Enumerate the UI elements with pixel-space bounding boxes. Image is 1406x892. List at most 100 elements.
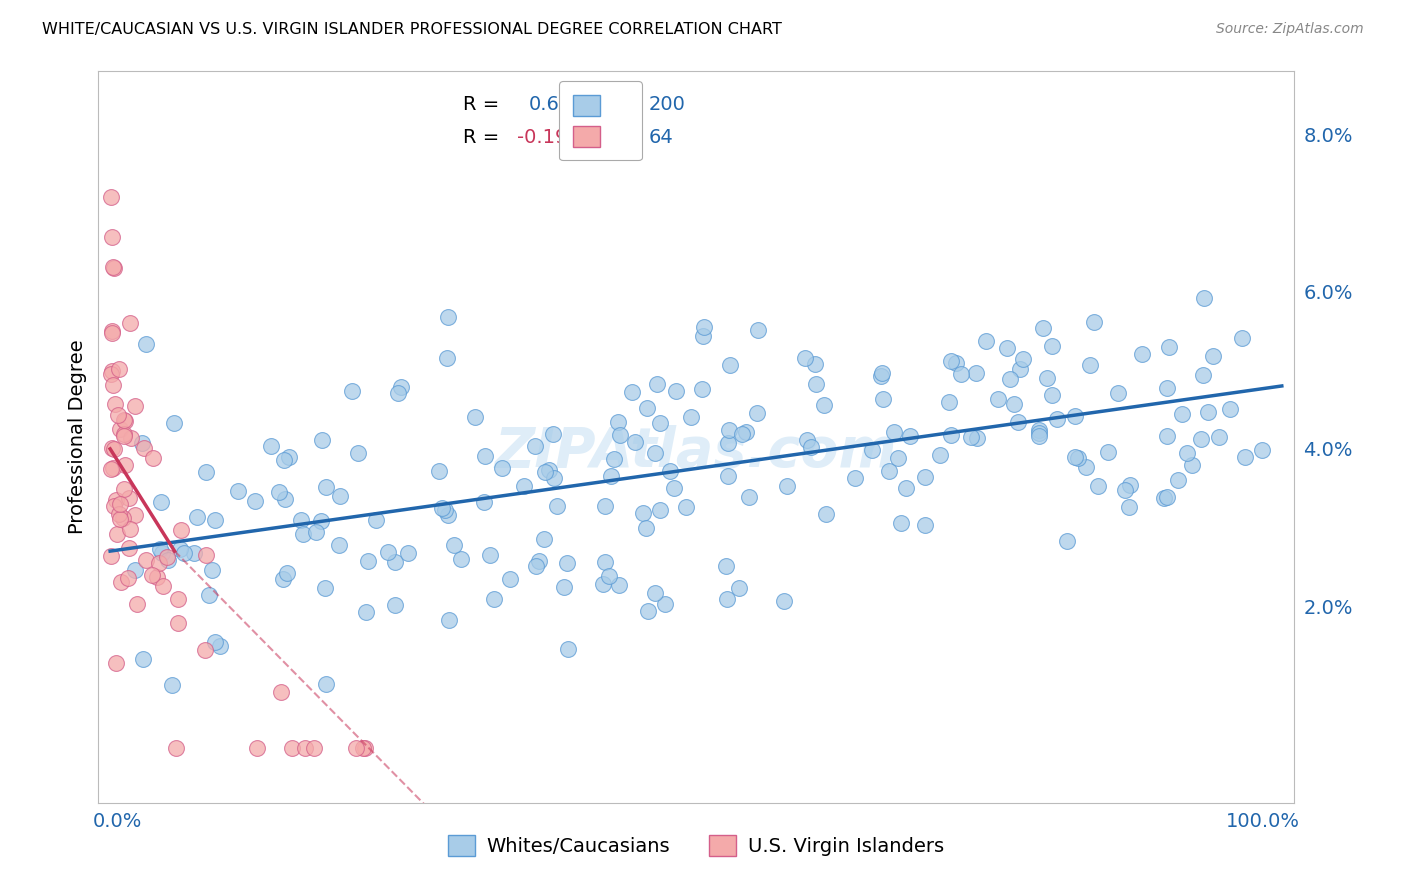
Point [538, 463, 561, 477]
Point [745, 406, 768, 420]
Point [1007, 415, 1029, 429]
Point [108, 422, 131, 436]
Point [124, 508, 146, 523]
Point [100, 367, 122, 381]
Point [108, 361, 131, 376]
Point [464, 409, 486, 424]
Point [631, 506, 654, 520]
Point [127, 597, 149, 611]
Point [1130, 346, 1153, 360]
Point [491, 460, 513, 475]
Point [718, 423, 741, 437]
Text: R =: R = [463, 128, 505, 146]
Point [620, 385, 643, 400]
Point [1191, 368, 1213, 383]
Point [965, 366, 987, 380]
Point [103, 260, 125, 275]
Point [799, 440, 821, 454]
Point [692, 329, 714, 343]
Point [157, 553, 180, 567]
Point [644, 586, 666, 600]
Point [482, 592, 505, 607]
Point [135, 553, 157, 567]
Point [101, 229, 124, 244]
Point [105, 527, 128, 541]
Point [718, 358, 741, 372]
Point [555, 556, 578, 570]
Point [1153, 491, 1175, 505]
Point [914, 517, 936, 532]
Point [204, 513, 226, 527]
Point [167, 616, 190, 631]
Point [270, 684, 292, 698]
Point [1087, 478, 1109, 492]
Point [553, 580, 575, 594]
Point [314, 581, 336, 595]
Text: WHITE/CAUCASIAN VS U.S. VIRGIN ISLANDER PROFESSIONAL DEGREE CORRELATION CHART: WHITE/CAUCASIAN VS U.S. VIRGIN ISLANDER … [42, 22, 782, 37]
Point [938, 395, 960, 409]
Point [533, 532, 555, 546]
Point [637, 603, 659, 617]
Point [966, 431, 988, 445]
Point [624, 435, 647, 450]
Point [107, 408, 129, 422]
Point [149, 542, 172, 557]
Point [274, 492, 297, 507]
Text: N =: N = [589, 128, 644, 146]
Point [163, 416, 186, 430]
Point [862, 442, 884, 457]
Point [1118, 500, 1140, 514]
Point [396, 546, 419, 560]
Point [1189, 432, 1212, 446]
Point [100, 549, 122, 563]
Point [869, 369, 891, 384]
Point [364, 513, 387, 527]
Point [194, 642, 217, 657]
Point [1156, 490, 1178, 504]
Point [342, 384, 364, 398]
Point [169, 523, 191, 537]
Point [101, 461, 124, 475]
Point [890, 516, 912, 530]
Point [228, 484, 250, 499]
Point [813, 398, 835, 412]
Point [887, 451, 910, 466]
Point [883, 425, 905, 440]
Point [1083, 315, 1105, 329]
Point [479, 548, 502, 562]
Point [1063, 450, 1085, 464]
Point [112, 426, 135, 441]
Point [124, 563, 146, 577]
Point [186, 510, 208, 524]
Point [1028, 429, 1050, 443]
Point [100, 190, 122, 204]
Point [101, 326, 124, 341]
Point [815, 508, 838, 522]
Point [135, 336, 157, 351]
Point [104, 492, 127, 507]
Point [304, 524, 326, 539]
Point [1064, 409, 1087, 423]
Point [104, 397, 127, 411]
Point [717, 469, 740, 483]
Point [593, 499, 616, 513]
Point [352, 740, 374, 755]
Point [302, 740, 325, 755]
Point [1074, 459, 1097, 474]
Text: 200: 200 [648, 95, 685, 114]
Point [344, 740, 367, 755]
Point [156, 549, 179, 564]
Point [1157, 340, 1180, 354]
Point [945, 355, 967, 369]
Point [356, 605, 378, 619]
Point [1008, 362, 1031, 376]
Point [659, 464, 682, 478]
Point [844, 470, 866, 484]
Point [315, 677, 337, 691]
Point [960, 430, 983, 444]
Point [1192, 291, 1215, 305]
Point [1181, 458, 1204, 473]
Point [1167, 473, 1189, 487]
Point [1171, 408, 1194, 422]
Point [1011, 351, 1033, 366]
